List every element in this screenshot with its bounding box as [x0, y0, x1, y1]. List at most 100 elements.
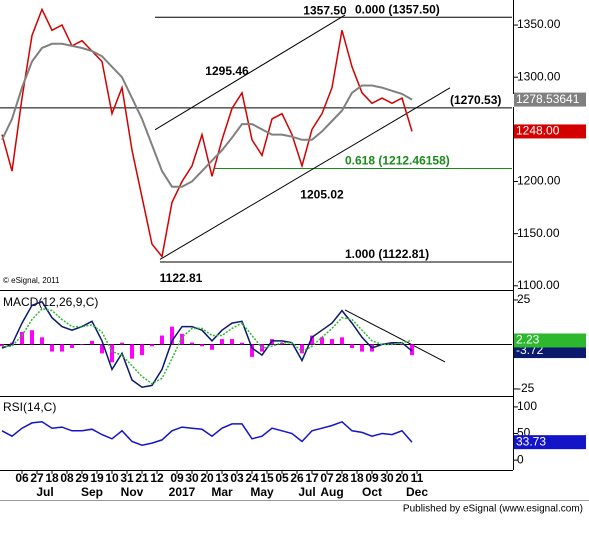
x-tick-label: 09 — [365, 471, 379, 485]
last-value-box — [514, 92, 586, 107]
histogram-bar — [400, 344, 404, 345]
x-month-label: Mar — [211, 485, 233, 499]
histogram-bar — [410, 344, 414, 356]
y-tick-label: 25 — [517, 292, 531, 306]
x-tick-label: 27 — [30, 471, 44, 485]
histogram-bar — [110, 344, 114, 363]
last-value-label: 33.73 — [516, 434, 546, 448]
level-label: 0.618 (1212.46158) — [345, 154, 450, 168]
histogram-bar — [300, 344, 304, 354]
level-label-bg — [354, 3, 464, 17]
copyright: © eSignal, 2011 — [3, 276, 60, 285]
x-month-label: Oct — [362, 485, 382, 499]
histogram-bar — [20, 331, 24, 345]
x-tick-label: 30 — [380, 471, 394, 485]
histogram-bar — [210, 344, 214, 350]
histogram-bar — [190, 342, 194, 345]
last-value-label: 1248.00 — [516, 124, 560, 138]
histogram-bar — [350, 344, 354, 349]
histogram-bar — [180, 333, 184, 345]
panel-title: MACD(12,26,9,C) — [3, 295, 98, 309]
histogram-bar — [150, 344, 154, 347]
x-tick-label: 03 — [230, 471, 244, 485]
histogram-bar — [130, 344, 134, 359]
last-value-box — [514, 435, 586, 450]
histogram-bar — [330, 339, 334, 345]
histogram-bar — [280, 342, 284, 345]
x-tick-label: 13 — [215, 471, 229, 485]
x-tick-label: 21 — [135, 471, 149, 485]
x-tick-label: 11 — [411, 471, 424, 485]
x-month-label: Aug — [320, 485, 343, 499]
x-month-label: Dec — [406, 485, 428, 499]
x-tick-label: 18 — [350, 471, 364, 485]
histogram-bar — [310, 335, 314, 345]
histogram-bar — [90, 340, 94, 345]
x-tick-label: 31 — [120, 471, 134, 485]
footer: Published by eSignal (www.esignal.com) — [403, 504, 583, 515]
histogram-bar — [50, 344, 54, 352]
histogram-bar — [360, 344, 364, 352]
histogram-bar — [40, 337, 44, 345]
histogram-bar — [200, 344, 204, 347]
x-tick-label: 20 — [200, 471, 214, 485]
x-tick-label: 30 — [185, 471, 199, 485]
x-tick-label: 10 — [105, 471, 119, 485]
y-tick-label: 1100.00 — [517, 278, 560, 292]
x-tick-label: 29 — [75, 471, 89, 485]
trendline — [344, 309, 446, 363]
histogram-bar — [240, 342, 244, 345]
x-tick-label: 07 — [320, 471, 334, 485]
histogram-bar — [100, 344, 104, 354]
y-tick-label: -25 — [517, 381, 535, 395]
level-label: (1270.53) — [450, 93, 501, 107]
x-tick-label: 09 — [170, 471, 184, 485]
y-tick-label: 1150.00 — [517, 226, 560, 240]
last-value-box — [514, 124, 586, 139]
level-label-bg — [344, 248, 454, 262]
histogram-bar — [340, 337, 344, 345]
x-tick-label: 06 — [15, 471, 29, 485]
series-line — [1, 300, 413, 388]
histogram-bar — [170, 326, 174, 345]
series-line — [2, 307, 413, 385]
histogram-bar — [250, 344, 254, 357]
histogram-bar — [0, 344, 5, 347]
x-month-label: May — [250, 485, 274, 499]
histogram-bar — [230, 339, 234, 345]
x-month-label: Jul — [36, 485, 53, 499]
swing-label: 1122.81 — [160, 271, 203, 285]
level-label-bg — [449, 93, 516, 107]
histogram-bar — [30, 330, 34, 345]
histogram-bar — [60, 344, 64, 352]
histogram-bar — [320, 337, 324, 345]
x-tick-label: 12 — [150, 471, 164, 485]
histogram-bar — [160, 335, 164, 345]
panel-title: RSI(14,C) — [3, 400, 56, 414]
level-label: 0.000 (1357.50) — [355, 2, 440, 16]
x-tick-label: 08 — [60, 471, 74, 485]
x-tick-label: 24 — [245, 471, 259, 485]
last-value-label: 1278.53641 — [516, 92, 580, 106]
histogram-bar — [80, 344, 84, 345]
x-tick-label: 20 — [395, 471, 409, 485]
x-tick-label: 05 — [275, 471, 289, 485]
histogram-bar — [140, 344, 144, 356]
last-value-label: 2.23 — [516, 333, 540, 347]
y-tick-label: 1350.00 — [517, 17, 561, 31]
level-label-bg — [344, 154, 476, 168]
trendline — [159, 87, 451, 260]
histogram-bar — [220, 339, 224, 345]
x-tick-label: 19 — [90, 471, 104, 485]
trendline — [154, 14, 346, 131]
y-tick-label: 1200.00 — [517, 174, 561, 188]
x-tick-label: 26 — [290, 471, 304, 485]
y-tick-label: 100 — [517, 399, 537, 413]
last-value-box — [514, 344, 586, 359]
x-tick-label: 18 — [45, 471, 59, 485]
x-tick-label: 15 — [260, 471, 274, 485]
histogram-bar — [290, 344, 294, 345]
histogram-bar — [390, 342, 394, 345]
